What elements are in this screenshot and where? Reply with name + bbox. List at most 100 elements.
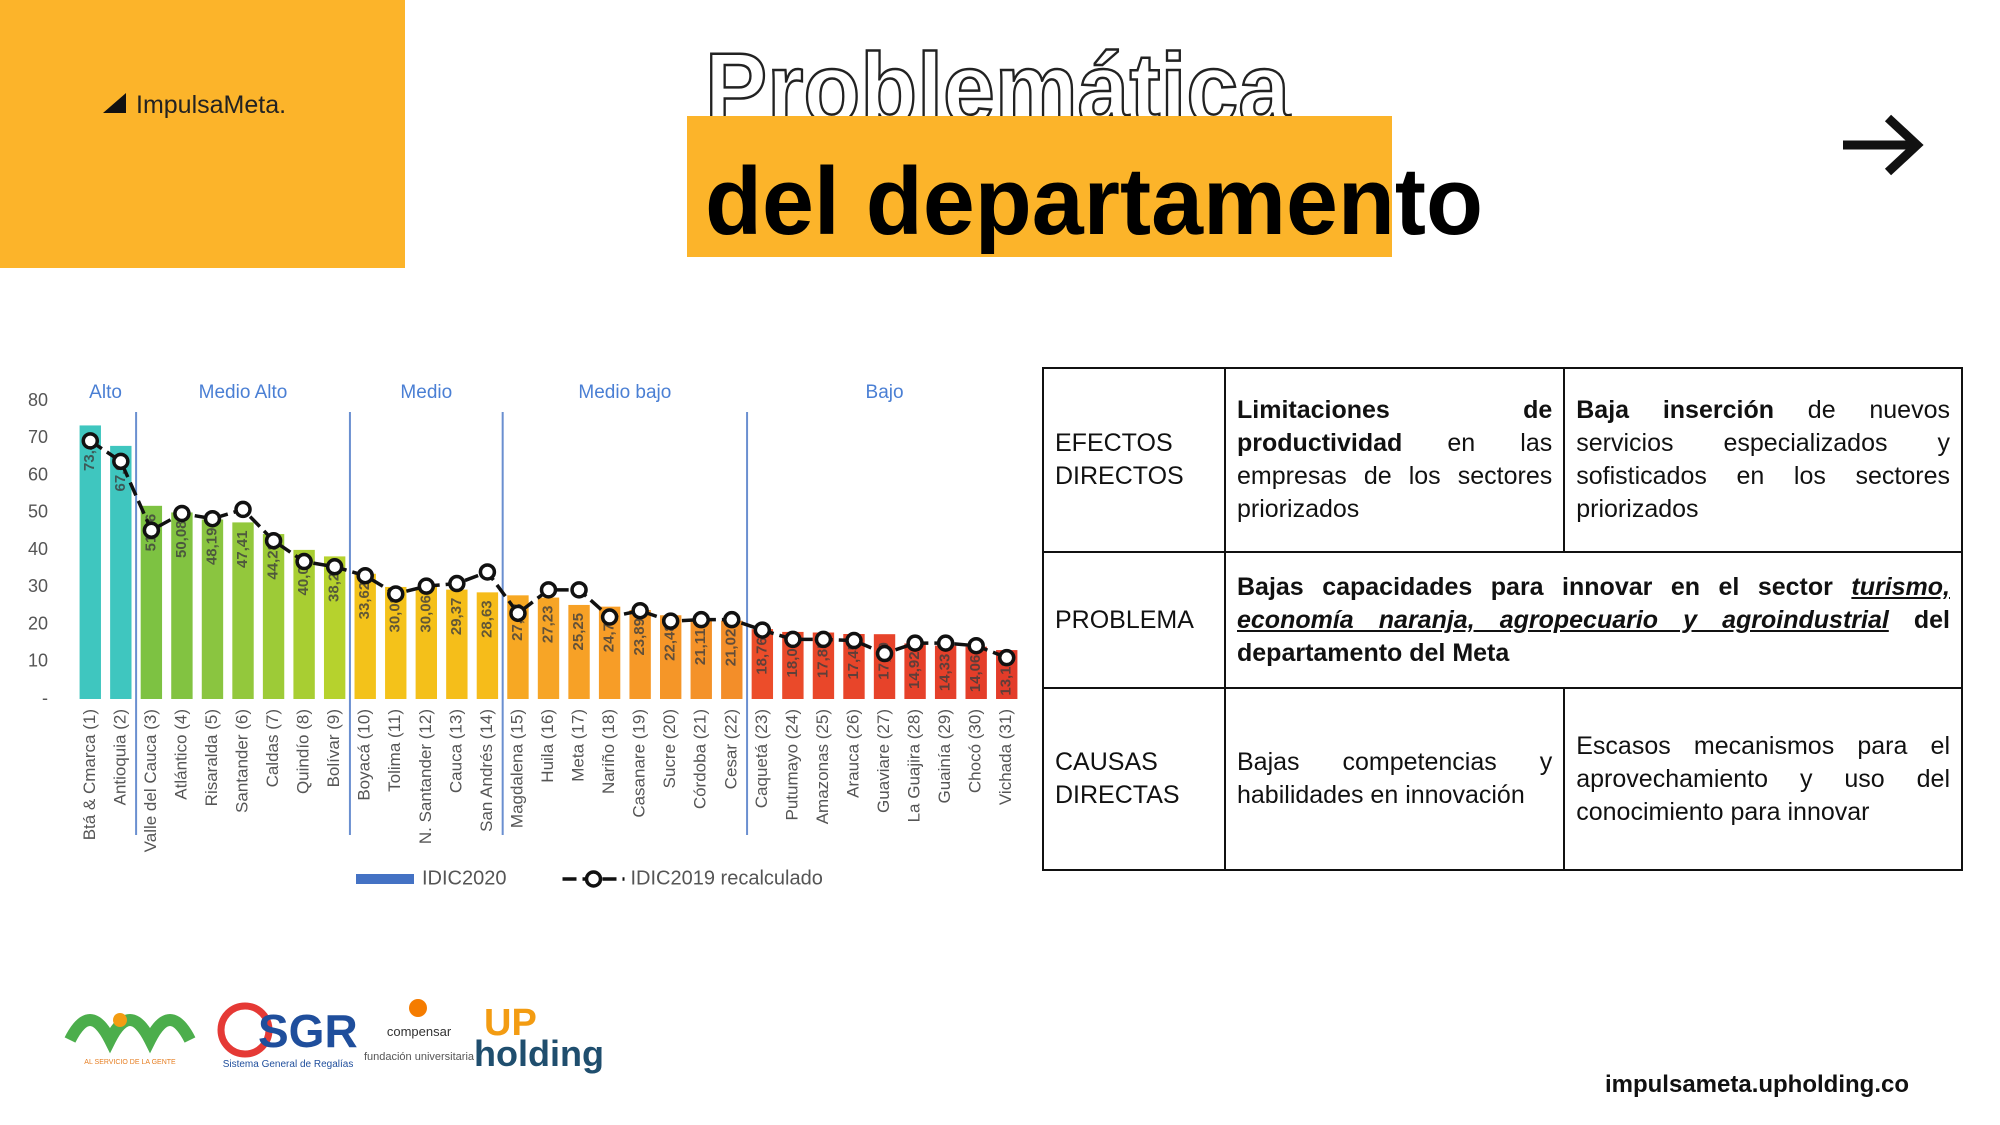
y-tick-label: 70 [28,427,48,447]
line-point [692,610,710,629]
line-point [570,581,588,599]
value-label: 14,06 [967,655,984,693]
line-point [936,634,955,652]
value-label: 13,13 [998,658,1015,696]
group-label: Medio bajo [578,382,671,403]
y-tick-label: 50 [28,502,48,522]
legend-swatch [356,874,414,884]
problem-table: EFECTOS DIRECTOS Limitaciones de producti… [1042,367,1963,871]
value-label: 25,25 [570,613,587,651]
value-label: 48,19 [203,527,220,565]
bar [262,534,285,699]
line-point [875,644,894,663]
bar [293,549,315,699]
x-tick-label: Valle del Cauca (3) [141,709,160,852]
y-tick-label: 60 [28,464,48,484]
logo-holding: holding [474,1033,604,1074]
logo-gobernacion: AL SERVICIO DE LA GENTE [84,1059,176,1066]
bar [446,589,468,699]
value-label: 27,23 [539,606,556,644]
line-point [814,630,833,649]
legend-label: IDIC2020 [422,867,507,889]
y-tick-label: 10 [28,651,48,671]
line-point [234,500,252,519]
bar [904,643,926,699]
cell-text: Bajas competencias y habilidades en inno… [1237,748,1553,809]
x-tick-label: Amazonas (25) [813,709,832,824]
footer-url[interactable]: impulsameta.upholding.co [1605,1071,1909,1098]
cell-text: PROBLEMA [1055,605,1194,634]
table-row: EFECTOS DIRECTOS Limitaciones de producti… [1042,367,1963,553]
table-cell: Bajas capacidades para innovar en el sec… [1224,551,1963,689]
table-cell: Limitaciones de productividad en las emp… [1223,367,1566,553]
x-tick-label: Cauca (13) [446,709,465,793]
partner-logos: AL SERVICIO DE LA GENTE SGR Sistema Gene… [64,999,604,1074]
logo-sgr-sub: Sistema General de Regalías [223,1059,354,1070]
value-label: 23,89 [631,618,648,656]
logo-gobernacion-shape [64,1014,196,1054]
line-point [81,432,100,450]
value-label: 17,85 [814,641,831,679]
cell-text: del departamento del Meta [1237,605,1950,667]
bar [812,632,835,699]
bar [568,604,590,699]
bar [79,425,101,699]
cell-text: turismo, economía naranja, agropecuario … [1237,572,1950,634]
bar [843,633,865,699]
x-tick-label: San Andrés (14) [477,709,496,832]
x-tick-label: Risaralda (5) [202,709,221,806]
value-label: 44,28 [265,542,282,580]
bar [323,556,346,699]
bar [934,645,957,699]
cell-text: EFECTOS DIRECTOS [1055,429,1184,490]
brand-panel [0,0,405,268]
bar [660,615,682,699]
table-cell: Baja inserción de nuevos servicios espec… [1563,367,1963,553]
line-point [387,585,405,603]
value-label: 30,08 [387,595,404,633]
group-label: Medio Alto [199,382,288,403]
bar [629,610,651,699]
table-cell: Bajas competencias y habilidades en inno… [1223,687,1566,871]
line-point [906,634,924,652]
bar [751,629,774,699]
x-tick-label: Chocó (30) [966,709,985,793]
table-cell: Escasos mecanismos para el aprovechamien… [1563,687,1963,871]
bar [537,597,560,699]
line-point [753,621,772,639]
line-point [997,648,1016,667]
x-tick-label: Sucre (20) [660,709,679,788]
logo-icon [103,93,126,113]
value-label: 29,37 [448,598,465,636]
line-point [173,504,191,523]
logo-up: UP [484,1002,537,1044]
table-body: EFECTOS DIRECTOS Limitaciones de producti… [1042,367,1963,871]
x-tick-label: Huila (16) [538,709,557,783]
x-tick-label: Putumayo (24) [782,709,801,821]
x-tick-label: Atlántico (4) [171,709,190,800]
logo-compensar-sub: fundación universitaria [364,1051,475,1063]
bar [171,512,193,699]
logo-compensar: compensar [387,1024,452,1039]
line-point [478,563,497,581]
x-tick-label: Arauca (26) [843,709,862,798]
x-tick-label: N. Santander (12) [416,709,435,844]
line-point [509,604,527,623]
chart: - 10 20 30 40 50 60 70 80 Alto Medio Alto Medio Medi… [28,382,1018,889]
group-label: Alto [89,382,122,403]
bar [598,606,621,699]
x-tick-label: Caldas (7) [263,709,282,787]
y-tick-label: 30 [28,576,48,596]
title-highlight [687,116,1392,257]
x-tick-label: Casanare (19) [630,709,649,818]
value-label: 18,01 [784,640,801,678]
cell-text: en las empresas de los sectores prioriza… [1237,429,1553,523]
value-label: 22,48 [662,623,679,661]
y-tick-label: 80 [28,390,48,410]
table-cell: PROBLEMA [1042,551,1226,689]
logo-compensar-shape [409,999,427,1017]
title: del departamento [705,148,1483,255]
